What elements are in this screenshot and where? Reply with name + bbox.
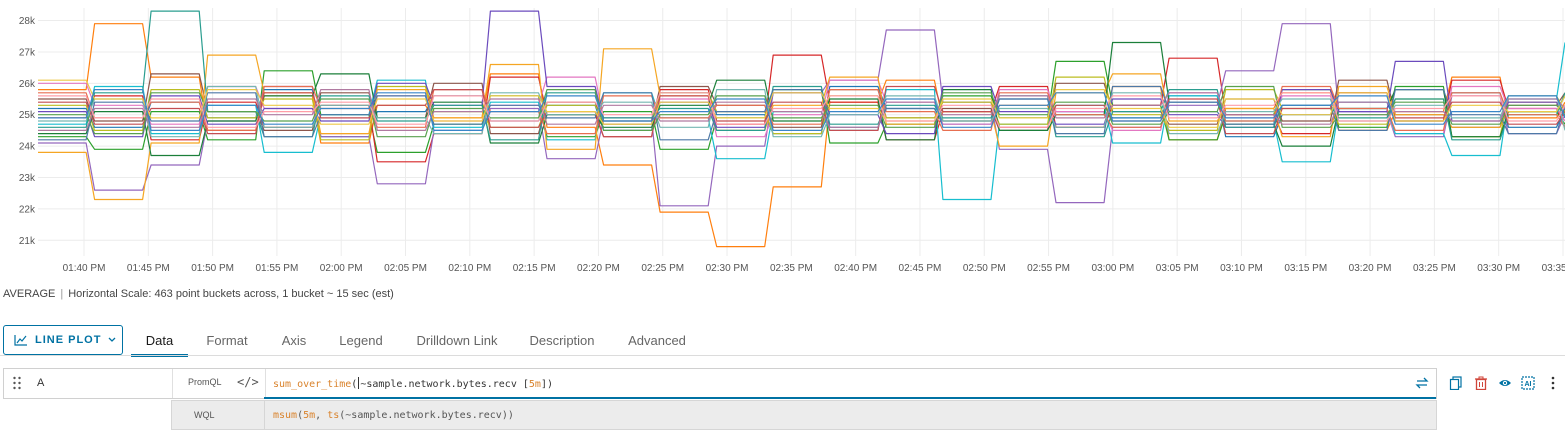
x-tick-label: 02:45 PM: [899, 263, 942, 274]
code-icon[interactable]: </>: [237, 375, 259, 389]
wql-readonly: msum(5m, ts(~sample.network.bytes.recv)): [273, 410, 514, 421]
promql-row: A PromQL </> sum_over_time(~sample.netwo…: [3, 368, 1437, 399]
x-tick-label: 01:55 PM: [256, 263, 299, 274]
query-actions: AI: [1440, 368, 1565, 399]
wql-label: WQL: [194, 410, 215, 420]
x-tick-label: 02:25 PM: [641, 263, 684, 274]
wql-row: WQL msum(5m, ts(~sample.network.bytes.re…: [171, 400, 1437, 430]
wql-label-cell: WQL: [172, 401, 265, 429]
tab-drilldown-link[interactable]: Drilldown Link: [416, 333, 498, 348]
y-tick-label: 28k: [19, 16, 36, 27]
x-axis: 01:40 PM 01:45 PM 01:50 PM 01:55 PM 02:00 PM…: [63, 263, 1565, 274]
promql-range: 5m: [528, 379, 541, 390]
x-tick-label: 03:30 PM: [1477, 263, 1520, 274]
delete-icon[interactable]: [1474, 376, 1488, 390]
promql-metric: ~sample.network.bytes.recv [: [360, 379, 529, 390]
aggregation-mode: AVERAGE: [3, 288, 56, 300]
x-tick-label: 02:15 PM: [513, 263, 556, 274]
wql-window: 5m: [303, 410, 316, 421]
x-tick-label: 01:45 PM: [127, 263, 170, 274]
series-line: [38, 85, 1565, 138]
svg-text:AI: AI: [1525, 381, 1532, 388]
wql-function-ts: ts: [327, 410, 340, 421]
y-tick-label: 26k: [19, 79, 36, 90]
line-chart-icon: [14, 335, 27, 346]
drag-handle-icon[interactable]: [12, 376, 22, 390]
tab-description[interactable]: Description: [529, 333, 595, 348]
query-name[interactable]: A: [37, 377, 45, 389]
plot-type-dropdown[interactable]: LINE PLOT: [3, 325, 123, 355]
promql-input[interactable]: sum_over_time(~sample.network.bytes.recv…: [273, 377, 553, 390]
series-line: [38, 92, 1565, 128]
x-tick-label: 01:40 PM: [63, 263, 106, 274]
series-line: [38, 41, 1565, 157]
x-tick-label: 02:40 PM: [834, 263, 877, 274]
wql-sep: ,: [315, 410, 328, 421]
x-tick-label: 03:10 PM: [1220, 263, 1263, 274]
copy-icon[interactable]: [1449, 376, 1463, 390]
series-line: [38, 23, 1565, 248]
horizontal-scale-text: Horizontal Scale: 463 point buckets acro…: [68, 288, 394, 300]
y-tick-label: 25k: [19, 110, 36, 121]
series-line: [38, 89, 1565, 131]
x-tick-label: 02:20 PM: [577, 263, 620, 274]
chart-series-group: [38, 10, 1565, 248]
query-editor: A PromQL </> sum_over_time(~sample.netwo…: [3, 368, 1563, 432]
series-line: [38, 73, 1565, 135]
promql-focus-line: [264, 397, 1436, 399]
wql-function: msum: [273, 410, 298, 421]
tab-advanced[interactable]: Advanced: [628, 333, 686, 348]
tab-data[interactable]: Data: [131, 325, 188, 357]
eye-icon[interactable]: [1498, 376, 1512, 390]
x-tick-label: 03:05 PM: [1156, 263, 1199, 274]
text-cursor: [358, 377, 360, 389]
series-line: [38, 85, 1565, 135]
y-tick-label: 23k: [19, 173, 36, 184]
x-tick-label: 02:05 PM: [384, 263, 427, 274]
x-tick-label: 03:15 PM: [1284, 263, 1327, 274]
x-tick-label: 03:35 PM: [1542, 263, 1565, 274]
x-tick-label: 02:35 PM: [770, 263, 813, 274]
editor-toolbar: LINE PLOT Data Format Axis Legend Drilld…: [0, 325, 1565, 357]
series-line: [38, 89, 1565, 131]
tabs-divider: [0, 355, 1565, 356]
tab-format[interactable]: Format: [206, 333, 248, 348]
x-tick-label: 03:00 PM: [1091, 263, 1134, 274]
more-vertical-icon[interactable]: [1546, 376, 1560, 390]
series-line: [38, 79, 1565, 128]
x-tick-label: 02:00 PM: [320, 263, 363, 274]
language-label: PromQL: [188, 377, 222, 387]
x-tick-label: 03:25 PM: [1413, 263, 1456, 274]
x-tick-label: 02:30 PM: [706, 263, 749, 274]
x-tick-label: 03:20 PM: [1349, 263, 1392, 274]
chart-summary: AVERAGE | Horizontal Scale: 463 point buck…: [3, 288, 394, 300]
chevron-down-icon: [108, 337, 116, 342]
x-tick-label: 01:50 PM: [191, 263, 234, 274]
wql-rest: (~sample.network.bytes.recv)): [339, 410, 514, 421]
wql-open: (: [297, 410, 304, 421]
convert-icon[interactable]: [1415, 376, 1429, 390]
promql-function: sum_over_time: [273, 379, 352, 390]
y-tick-label: 21k: [19, 236, 36, 247]
tab-legend[interactable]: Legend: [339, 333, 383, 348]
x-tick-label: 02:50 PM: [963, 263, 1006, 274]
x-tick-label: 02:10 PM: [448, 263, 491, 274]
promql-open-paren: (: [351, 379, 358, 390]
line-chart: 21k 22k 23k 24k 25k 26k 27k 28k 01:40 PM 01:45 P…: [19, 8, 1565, 274]
series-line: [38, 85, 1565, 138]
plot-type-label: LINE PLOT: [35, 334, 102, 346]
summary-separator: |: [60, 288, 64, 300]
x-tick-label: 02:55 PM: [1027, 263, 1070, 274]
promql-close: ]): [540, 379, 553, 390]
tab-axis[interactable]: Axis: [281, 333, 307, 348]
language-cell: PromQL </>: [172, 369, 266, 398]
series-line: [38, 85, 1565, 138]
y-tick-label: 24k: [19, 142, 36, 153]
y-tick-label: 27k: [19, 47, 36, 58]
y-axis: 21k 22k 23k 24k 25k 26k 27k 28k: [19, 16, 36, 247]
ai-icon[interactable]: AI: [1521, 376, 1535, 390]
chart-grid: [38, 8, 1565, 256]
y-tick-label: 22k: [19, 204, 36, 215]
